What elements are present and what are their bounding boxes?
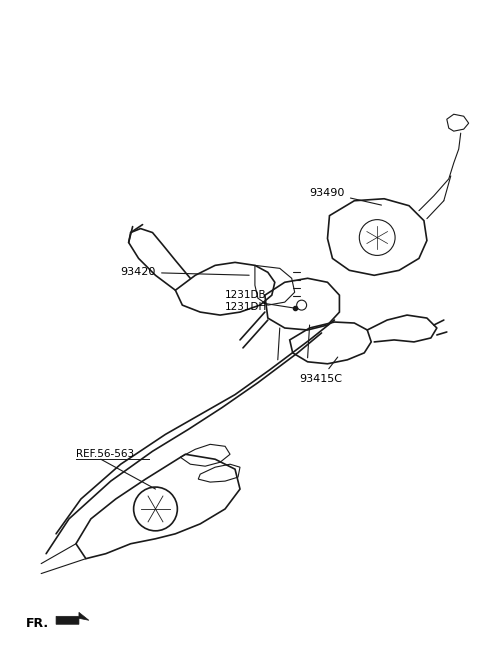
Polygon shape (56, 612, 89, 625)
Text: 93420: 93420 (120, 267, 249, 277)
Text: REF.56-563: REF.56-563 (76, 449, 134, 459)
Text: 1231DB: 1231DB (225, 290, 267, 300)
Text: 93415C: 93415C (300, 357, 343, 384)
Text: FR.: FR. (26, 617, 49, 630)
Text: 93490: 93490 (310, 188, 382, 205)
Text: 1231DH: 1231DH (225, 302, 267, 312)
